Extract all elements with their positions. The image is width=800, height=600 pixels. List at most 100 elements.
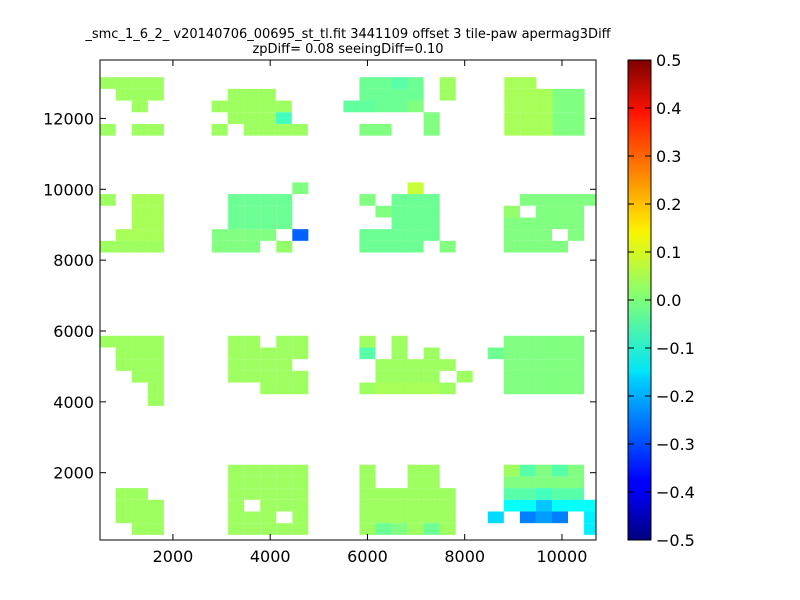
heatmap-cell <box>391 499 408 512</box>
x-tick-label: 2000 <box>153 547 194 566</box>
heatmap-cell <box>423 217 440 230</box>
heatmap-cell <box>131 100 148 113</box>
heatmap-cell <box>536 123 553 136</box>
heatmap-cell <box>535 205 552 218</box>
heatmap-cell <box>407 77 424 89</box>
heatmap-cell <box>535 217 552 230</box>
heatmap-cell <box>147 217 164 230</box>
colorbar-ticks: 0.5 0.4 0.3 0.2 0.1 0.0 −0.1 −0.2 −0.3 −0.4 −0.5 <box>628 51 695 550</box>
heatmap-cell <box>243 123 260 136</box>
heatmap-cell <box>244 476 261 489</box>
heatmap-cell <box>391 382 408 395</box>
heatmap-cell <box>535 464 552 477</box>
heatmap-cell <box>131 335 148 348</box>
heatmap-cell <box>551 370 569 383</box>
heatmap-cell <box>100 335 116 348</box>
heatmap-cell <box>535 370 552 383</box>
heatmap-cell <box>359 499 376 512</box>
heatmap-cell <box>147 229 164 241</box>
heatmap-cell <box>584 194 596 206</box>
colorbar-tick-label: −0.5 <box>656 531 695 550</box>
heatmap-cell <box>568 347 585 360</box>
heatmap-cell <box>407 499 424 512</box>
heatmap-cell <box>260 382 277 395</box>
heatmap-cell <box>503 359 520 371</box>
heatmap-cell <box>536 88 553 101</box>
y-tick-label: 12000 <box>43 109 94 128</box>
heatmap-cell <box>260 359 277 371</box>
heatmap-cell <box>147 347 164 360</box>
heatmap-cell <box>551 194 569 206</box>
heatmap-cell <box>439 499 456 512</box>
heatmap-cell <box>536 112 553 124</box>
heatmap-cell <box>100 194 116 206</box>
heatmap-cell <box>391 523 408 535</box>
heatmap-cell <box>359 464 376 477</box>
heatmap-cell <box>131 217 148 230</box>
heatmap-cell <box>568 359 585 371</box>
heatmap-cell <box>147 88 164 101</box>
heatmap-cell <box>275 123 292 136</box>
heatmap-cell <box>343 100 360 113</box>
heatmap-cell <box>276 382 293 395</box>
heatmap-cell <box>244 217 261 230</box>
heatmap-cell <box>423 359 440 371</box>
heatmap-cell <box>115 359 132 371</box>
heatmap-cell <box>227 88 244 101</box>
heatmap-cell <box>259 100 276 113</box>
heatmap-cell <box>520 77 537 89</box>
heatmap-cell <box>439 511 456 524</box>
heatmap-cell <box>292 511 309 524</box>
heatmap-cell <box>244 240 261 253</box>
heatmap-cell <box>535 499 552 512</box>
heatmap-cell <box>212 229 229 241</box>
heatmap-cell <box>243 112 260 124</box>
heatmap-cell <box>519 476 536 489</box>
heatmap-cell <box>439 523 456 535</box>
heatmap-cell <box>375 370 392 383</box>
heatmap-cell <box>359 123 376 136</box>
chart-subtitle: zpDiff= 0.08 seeingDiff=0.10 <box>252 42 443 57</box>
heatmap-cell <box>568 123 585 136</box>
heatmap-cell <box>276 488 293 500</box>
heatmap-cell <box>520 123 537 136</box>
y-tick-label: 4000 <box>53 393 94 412</box>
heatmap-cell <box>504 112 521 124</box>
heatmap-cell <box>228 523 245 535</box>
heatmap-cell <box>375 205 392 218</box>
colorbar-tick-label: −0.2 <box>656 387 695 406</box>
heatmap-cell <box>407 523 424 535</box>
heatmap-cell <box>535 335 552 348</box>
heatmap-cell <box>551 476 569 489</box>
heatmap-cell <box>359 347 376 360</box>
heatmap-cell <box>423 370 440 383</box>
heatmap-cell <box>568 382 585 395</box>
heatmap-cell <box>423 205 440 218</box>
heatmap-cell <box>423 499 440 512</box>
heatmap-cell <box>131 370 148 383</box>
heatmap-cell <box>584 523 596 535</box>
heatmap-cell <box>503 205 520 218</box>
heatmap-cell <box>260 464 277 477</box>
heatmap-cell <box>131 511 148 524</box>
heatmap-cell <box>584 499 596 512</box>
heatmap-cell <box>519 217 536 230</box>
heatmap-cell <box>131 523 148 535</box>
heatmap-cell <box>375 523 392 535</box>
heatmap-cell <box>423 488 440 500</box>
colorbar-tick-label: 0.0 <box>656 291 681 310</box>
heatmap-cell <box>359 88 376 101</box>
colorbar-tick-label: 0.2 <box>656 195 681 214</box>
x-tick-label: 8000 <box>444 547 485 566</box>
heatmap-cell <box>115 488 132 500</box>
heatmap-cell <box>552 100 569 113</box>
heatmap-cell <box>359 335 376 348</box>
heatmap-cell <box>100 123 116 136</box>
heatmap-cell <box>228 194 245 206</box>
heatmap-cell <box>115 335 132 348</box>
heatmap-cell <box>115 88 132 101</box>
heatmap-cell <box>519 240 536 253</box>
heatmap-cell <box>292 499 309 512</box>
heatmap-cell <box>244 511 261 524</box>
